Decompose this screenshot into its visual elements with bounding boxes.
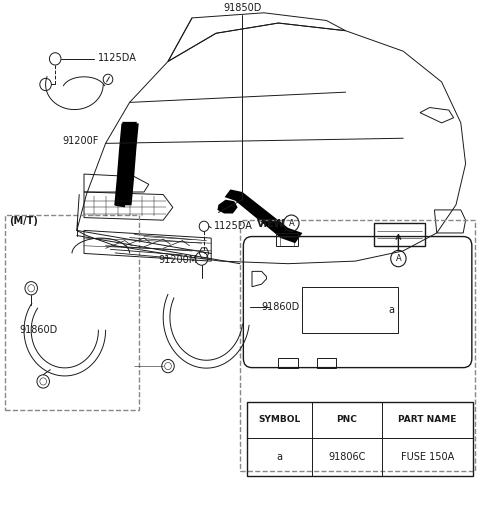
Polygon shape [115, 122, 137, 207]
Text: a: a [388, 305, 394, 315]
Text: SYMBOL: SYMBOL [258, 415, 301, 424]
Text: FUSE 150A: FUSE 150A [401, 452, 454, 462]
Text: 1125DA: 1125DA [98, 53, 137, 63]
Polygon shape [217, 200, 238, 214]
Text: 91200F: 91200F [62, 136, 99, 146]
Text: (M/T): (M/T) [10, 216, 38, 226]
Text: VIEW: VIEW [257, 219, 285, 229]
Text: PART NAME: PART NAME [398, 415, 456, 424]
Text: a: a [276, 452, 283, 462]
Text: 1125DA: 1125DA [214, 221, 252, 231]
Text: 91860D: 91860D [19, 325, 58, 335]
Text: A: A [396, 254, 401, 263]
Polygon shape [225, 189, 302, 243]
Text: 91850D: 91850D [223, 3, 262, 13]
Text: A: A [288, 219, 294, 228]
Text: 91860D: 91860D [262, 302, 300, 312]
Text: 91200M: 91200M [158, 255, 198, 265]
Text: 91806C: 91806C [328, 452, 365, 462]
Text: PNC: PNC [336, 415, 357, 424]
